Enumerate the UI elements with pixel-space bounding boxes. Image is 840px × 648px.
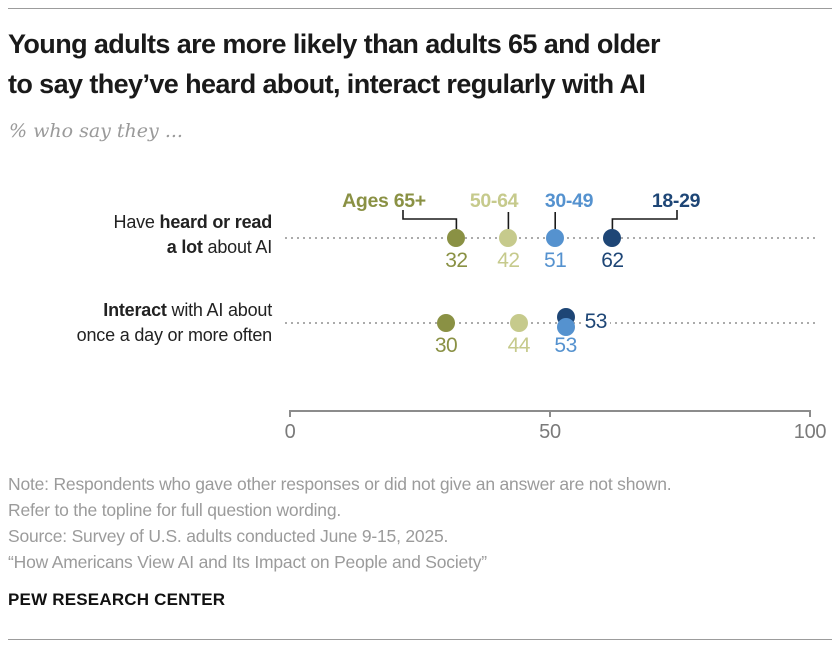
x-axis-tick-label-50: 50: [539, 421, 561, 443]
data-dot-ages-65-: [447, 229, 466, 247]
chart-subtitle: % who say they ...: [9, 120, 183, 142]
x-axis-tick-100: [809, 410, 811, 417]
value-label-50-64: 44: [507, 334, 531, 357]
chart-notes: Note: Respondents who gave other respons…: [8, 471, 828, 575]
data-dot-30-49: [556, 318, 575, 336]
row-label-line: Have heard or read: [113, 212, 273, 232]
data-dot-18-29: [603, 229, 622, 247]
value-label-18-29: 62: [601, 249, 624, 272]
data-dot-ages-65-: [437, 314, 455, 332]
note-line-4: “How Americans View AI and Its Impact on…: [8, 552, 487, 572]
row-label-line: once a day or more often: [76, 325, 273, 345]
chart-title-line2: to say they’ve heard about, interact reg…: [8, 69, 646, 99]
dotted-baseline-row2: [285, 322, 818, 324]
chart-title-line1: Young adults are more likely than adults…: [8, 29, 660, 59]
x-axis-tick-label-100: 100: [793, 421, 827, 443]
row-label-line: Interact with AI about: [103, 300, 272, 320]
x-axis-tick-label-0: 0: [284, 421, 296, 443]
row-label-2: Interact with AI about once a day or more…: [0, 298, 273, 348]
value-label-18-29: 53: [581, 310, 610, 334]
legend-label-ages-65-: Ages 65+: [342, 190, 426, 212]
legend-label-50-64: 50-64: [469, 190, 519, 212]
value-label-ages-65-: 32: [445, 249, 468, 272]
pew-research-center-wordmark: PEW RESEARCH CENTER: [8, 590, 226, 609]
data-dot-50-64: [509, 314, 528, 332]
bottom-rule: [8, 639, 832, 640]
note-line-1: Note: Respondents who gave other respons…: [8, 474, 672, 494]
legend-label-18-29: 18-29: [651, 190, 701, 212]
x-axis-tick-50: [549, 410, 551, 417]
chart-title: Young adults are more likely than adults…: [8, 24, 832, 104]
value-label-30-49: 53: [554, 334, 577, 357]
data-dot-50-64: [499, 229, 518, 247]
data-dot-30-49: [546, 229, 565, 247]
row-label-line: a lot about AI: [166, 237, 272, 257]
note-line-2: Refer to the topline for full question w…: [8, 500, 342, 520]
value-label-ages-65-: 30: [434, 334, 458, 357]
value-label-30-49: 51: [544, 249, 567, 272]
row-label-1: Have heard or read a lot about AI: [0, 210, 273, 260]
value-label-50-64: 42: [497, 249, 520, 272]
legend-label-30-49: 30-49: [544, 190, 594, 212]
x-axis-tick-0: [289, 410, 291, 417]
note-line-3: Source: Survey of U.S. adults conducted …: [8, 526, 449, 546]
top-rule: [8, 8, 832, 9]
